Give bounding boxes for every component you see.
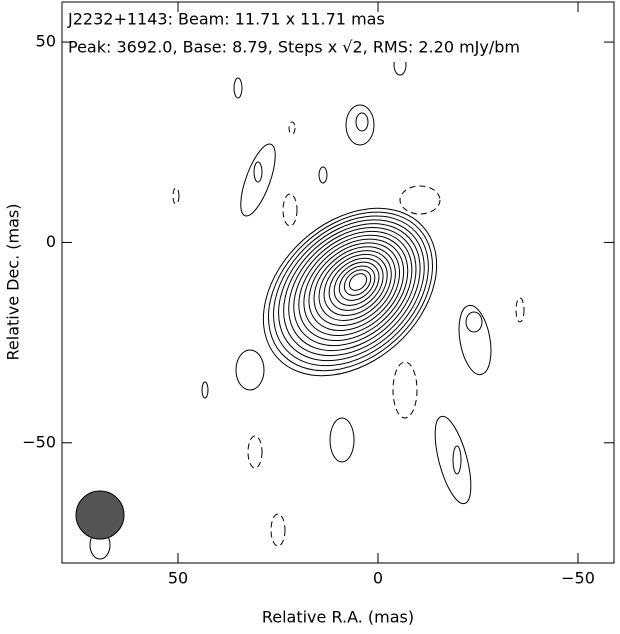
- contour: [283, 223, 421, 357]
- title-background: [64, 4, 612, 62]
- y-tick-label: 50: [36, 32, 56, 51]
- x-tick-label: 0: [373, 569, 383, 588]
- x-tick-label: 50: [168, 569, 188, 588]
- contour: [273, 215, 429, 367]
- contour: [262, 207, 438, 377]
- contour: [233, 77, 243, 99]
- title: J2232+1143: Beam: 11.71 x 11.71 mas: [67, 10, 385, 29]
- contour: [318, 166, 328, 184]
- contour: [278, 219, 425, 362]
- contour: [298, 234, 409, 342]
- contour: [293, 230, 413, 347]
- contour: [343, 269, 372, 296]
- contour: [329, 417, 355, 463]
- y-axis-label: Relative Dec. (mas): [4, 204, 23, 361]
- beam: [75, 490, 125, 540]
- contour: [458, 304, 492, 376]
- contours: [89, 54, 525, 560]
- contour: [434, 415, 472, 505]
- contour: [338, 265, 376, 301]
- contour: [328, 257, 384, 311]
- negative-contour: [282, 193, 298, 227]
- contour: [308, 242, 401, 331]
- negative-contour: [399, 185, 441, 215]
- contour: [253, 161, 263, 183]
- contour: [303, 238, 405, 337]
- negative-contour: [392, 361, 418, 419]
- negative-contour: [515, 297, 525, 323]
- contour: [235, 349, 265, 391]
- contour: [345, 104, 375, 146]
- y-tick-label: −50: [22, 432, 56, 451]
- contour: [333, 261, 380, 306]
- negative-contour: [247, 435, 263, 469]
- contour: [267, 211, 433, 372]
- contour: [201, 381, 209, 399]
- contour: [465, 311, 483, 333]
- negative-contour: [172, 187, 180, 205]
- contour: [318, 250, 392, 321]
- plot-frame: [61, 1, 615, 564]
- contour: [452, 445, 462, 475]
- negative-contour: [288, 121, 296, 135]
- contour: [288, 227, 417, 352]
- contour: [348, 273, 368, 291]
- contour: [355, 112, 369, 132]
- contour: [323, 253, 388, 316]
- negative-contour: [270, 513, 286, 547]
- x-axis-label: Relative R.A. (mas): [262, 608, 414, 627]
- subtitle: Peak: 3692.0, Base: 8.79, Steps x √2, RM…: [68, 38, 520, 57]
- x-tick-label: −50: [561, 569, 595, 588]
- contour: [240, 143, 276, 217]
- contour: [313, 246, 396, 326]
- y-tick-label: 0: [46, 232, 56, 251]
